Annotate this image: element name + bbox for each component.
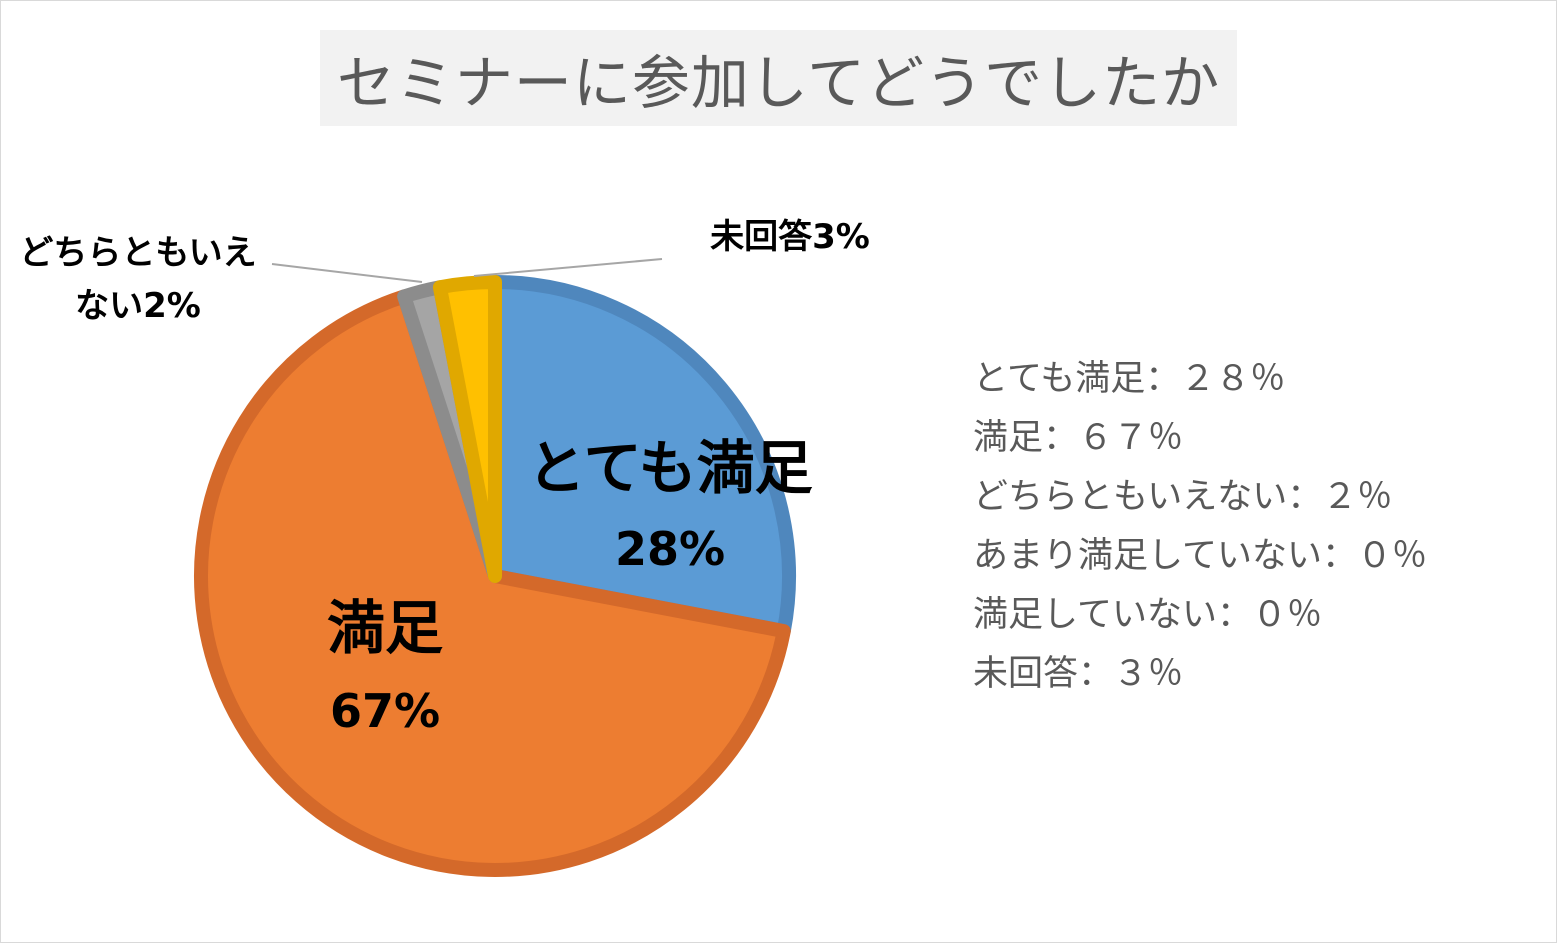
slice-no-answer xyxy=(432,275,502,583)
leader-line-neutral xyxy=(271,263,423,283)
summary-line-not-very-satisfied: あまり満足していない：０％ xyxy=(973,536,1427,576)
summary-line-no-answer: 未回答：３％ xyxy=(973,654,1184,694)
summary-line-not-satisfied: 満足していない：０％ xyxy=(973,595,1322,635)
summary-line-very-satisfied: とても満足：２８％ xyxy=(973,359,1286,399)
label-satisfied-name: 満足 xyxy=(327,594,443,662)
chart-title: セミナーに参加してどうでしたか xyxy=(336,49,1221,117)
callout-neutral-line2: ない2% xyxy=(75,286,201,326)
label-very-satisfied-value: 28% xyxy=(615,522,725,576)
summary-line-neutral: どちらともいえない：２％ xyxy=(973,477,1393,517)
callout-neutral-line1: どちらともいえ xyxy=(19,233,256,273)
result-summary: とても満足：２８％ 満足：６７％ どちらともいえない：２％ あまり満足していない… xyxy=(973,350,1427,704)
summary-line-satisfied: 満足：６７％ xyxy=(973,418,1184,458)
slice-satisfied xyxy=(194,289,791,877)
callout-no-answer: 未回答3% xyxy=(710,217,870,257)
label-very-satisfied-name: とても満足 xyxy=(527,434,812,502)
label-satisfied-value: 67% xyxy=(330,684,440,738)
pie-slices xyxy=(194,275,796,877)
slice-very-satisfied xyxy=(488,275,796,639)
chart-title-box: セミナーに参加してどうでしたか xyxy=(320,30,1237,126)
leader-line-no-answer xyxy=(473,258,663,277)
